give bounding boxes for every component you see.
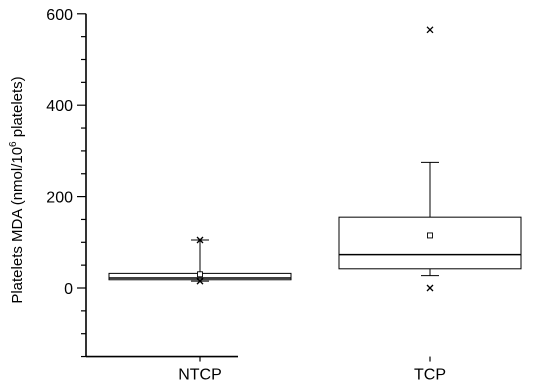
x-ticks: NTCP TCP <box>178 356 446 384</box>
outlier-marker <box>426 26 434 34</box>
outlier-marker <box>196 236 204 244</box>
iqr-box <box>338 216 522 270</box>
axes <box>85 13 238 358</box>
y-axis-label-main: Platelets MDA (nmol/10 <box>9 147 26 304</box>
box-group <box>338 26 522 292</box>
y-axis-label-superscript: 6 <box>8 141 19 147</box>
x-tick-label: TCP <box>414 367 446 384</box>
outlier-stroke <box>426 26 434 34</box>
y-tick-label: 600 <box>46 7 73 24</box>
x-tick-label: NTCP <box>178 367 222 384</box>
outlier-stroke <box>196 236 204 244</box>
y-ticks: 0 200 400 600 <box>46 7 86 358</box>
y-tick-label: 400 <box>46 98 73 115</box>
y-tick-label: 200 <box>46 190 73 207</box>
outlier-marker <box>426 284 434 292</box>
y-axis-label: Platelets MDA (nmol/106 platelets) <box>8 76 26 303</box>
outlier-marker <box>196 277 204 285</box>
mean-marker <box>427 232 433 239</box>
boxes <box>108 26 522 292</box>
outlier-stroke <box>196 277 204 285</box>
box-group <box>108 236 292 285</box>
mean-marker <box>197 271 203 278</box>
y-tick-label: 0 <box>64 281 73 298</box>
outlier-stroke <box>426 284 434 292</box>
y-axis-label-end: platelets) <box>9 76 26 141</box>
